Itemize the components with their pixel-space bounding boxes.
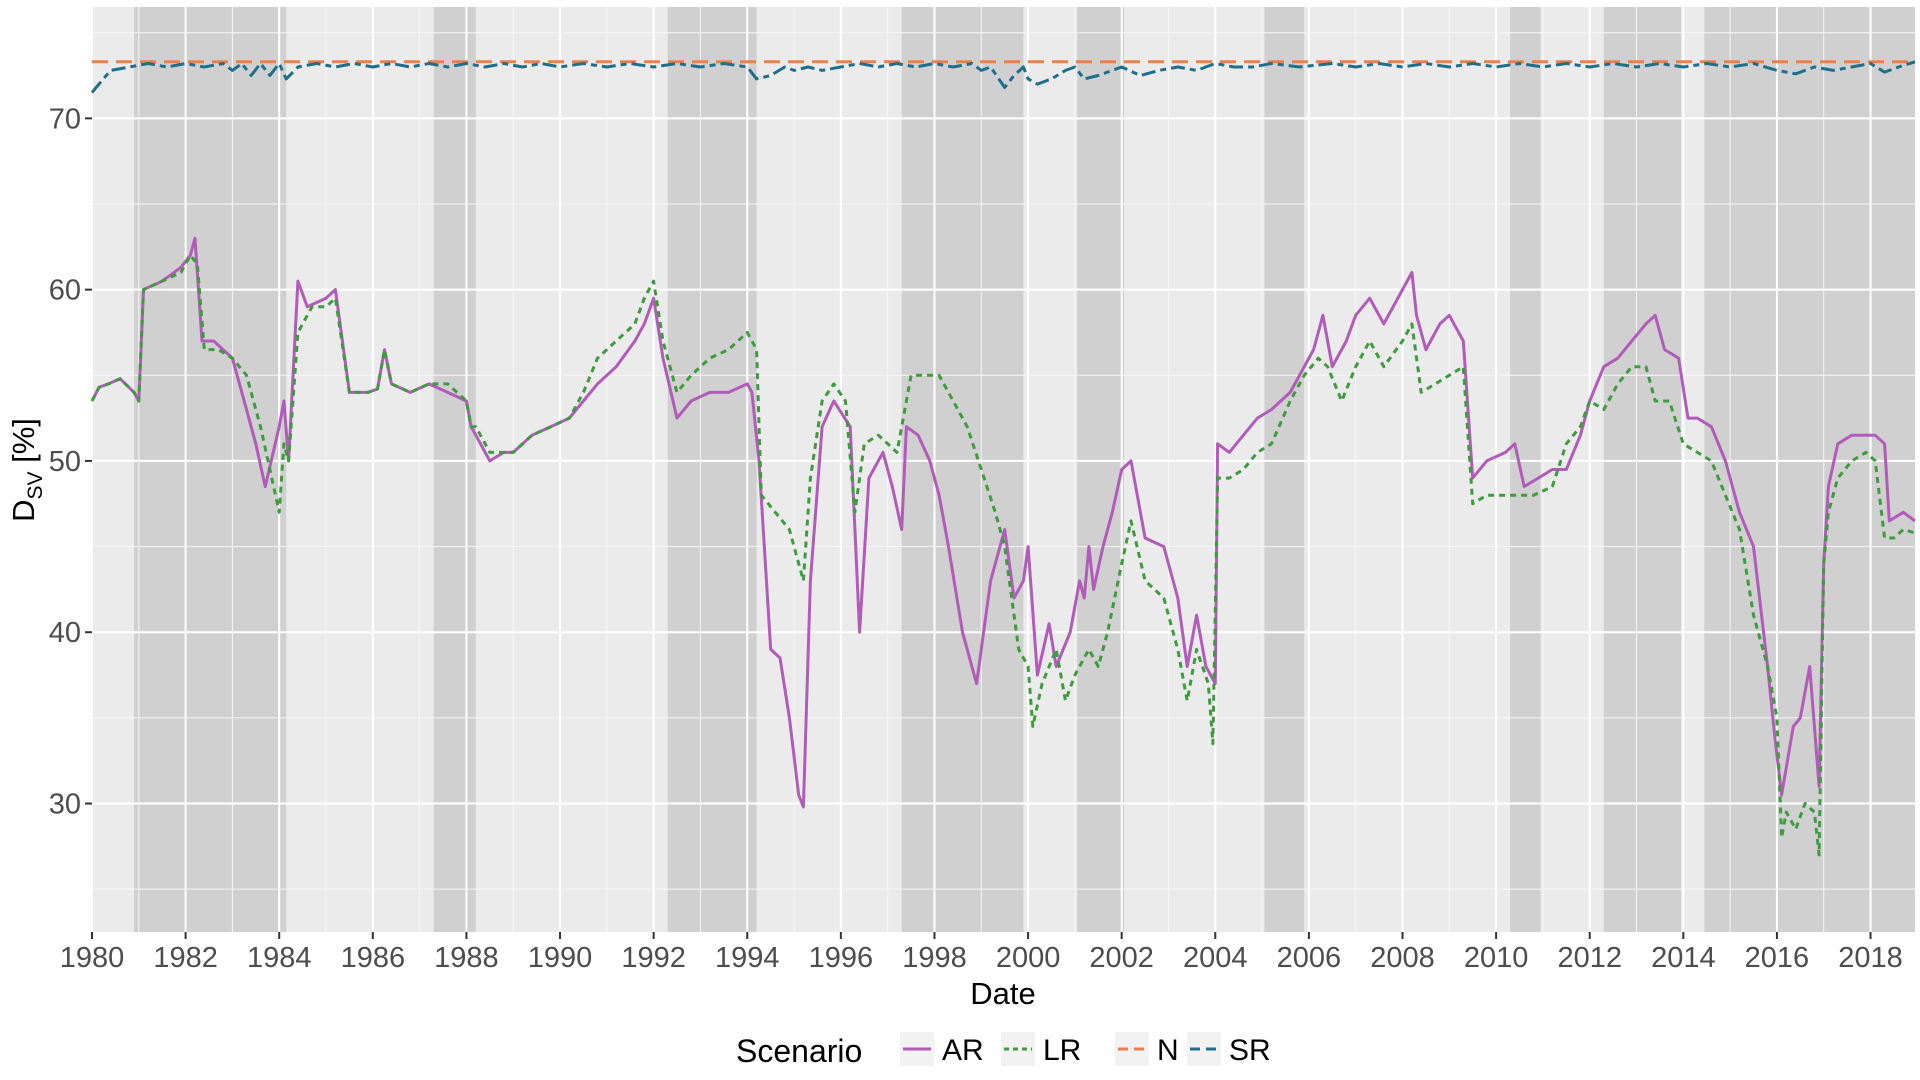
x-tick-label: 2018 <box>1838 942 1903 974</box>
x-tick-label: 1988 <box>434 942 499 974</box>
y-tick-label: 40 <box>49 617 81 649</box>
x-tick-label: 1998 <box>902 942 967 974</box>
x-tick-label: 1990 <box>528 942 593 974</box>
x-tick-label: 1986 <box>341 942 406 974</box>
x-tick-label: 2014 <box>1651 942 1716 974</box>
legend: Scenario AR LR N SR <box>736 1032 1271 1069</box>
x-tick-label: 2012 <box>1557 942 1622 974</box>
shaded-period-0 <box>134 7 287 932</box>
shaded-period-8 <box>1704 7 1827 932</box>
shaded-period-3 <box>901 7 1024 932</box>
x-tick-label: 2006 <box>1277 942 1342 974</box>
x-tick-label: 1994 <box>715 942 780 974</box>
x-tick-label: 1980 <box>60 942 125 974</box>
series-line-sr <box>90 60 1916 94</box>
y-axis-title-unit: [%] <box>6 418 41 471</box>
shaded-period-7 <box>1603 7 1681 932</box>
x-tick-label: 2008 <box>1370 942 1435 974</box>
shaded-period-1 <box>433 7 476 932</box>
shaded-period-2 <box>667 7 757 932</box>
x-tick-label: 1982 <box>153 942 218 974</box>
x-tick-label: 1984 <box>247 942 312 974</box>
series-line-ar <box>90 236 1916 809</box>
x-tick-label: 2000 <box>996 942 1061 974</box>
x-tick-label: 2002 <box>1089 942 1154 974</box>
legend-title: Scenario <box>736 1033 862 1069</box>
x-tick-label: 2010 <box>1464 942 1529 974</box>
shaded-period-6 <box>1510 7 1541 932</box>
x-tick-label: 1992 <box>621 942 686 974</box>
y-tick-label: 50 <box>49 446 81 478</box>
y-tick-label: 30 <box>49 789 81 821</box>
legend-label-sr: SR <box>1229 1034 1271 1067</box>
shaded-periods <box>134 7 1915 932</box>
shaded-period-5 <box>1264 7 1305 932</box>
series-lines <box>90 60 1916 857</box>
x-tick-label: 2004 <box>1183 942 1248 974</box>
legend-label-lr: LR <box>1043 1034 1081 1067</box>
y-axis-title: DSV [%] <box>6 418 47 522</box>
gridlines <box>91 7 1915 932</box>
shaded-period-4 <box>1077 7 1125 932</box>
x-tick-label: 1996 <box>809 942 874 974</box>
x-axis-title: Date <box>970 976 1035 1011</box>
y-tick-label: 70 <box>49 103 81 135</box>
y-axis-title-main: D <box>6 500 41 522</box>
legend-label-n: N <box>1157 1034 1179 1067</box>
series-line-lr <box>90 253 1916 857</box>
x-tick-label: 2016 <box>1745 942 1810 974</box>
y-tick-label: 60 <box>49 275 81 307</box>
legend-label-ar: AR <box>942 1034 984 1067</box>
axis-ticks: 1980 1982 1984 1986 1988 1990 1992 1994 1996 1998… <box>49 103 1903 974</box>
y-axis-title-subscript: SV <box>24 472 47 500</box>
